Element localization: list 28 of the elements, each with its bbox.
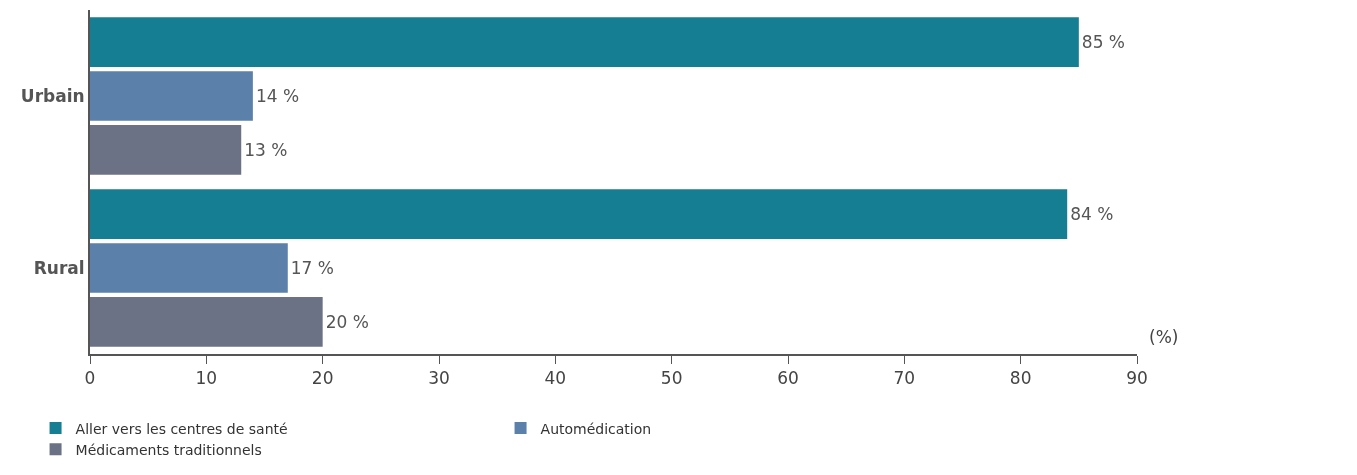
x-tick-label: 0 xyxy=(84,368,96,389)
bar xyxy=(90,243,288,293)
x-tick-label: 70 xyxy=(893,368,916,389)
data-label: 13 % xyxy=(244,139,288,160)
legend-label: Automédication xyxy=(540,420,652,437)
bar xyxy=(90,71,253,121)
data-label: 85 % xyxy=(1081,32,1126,53)
x-tick-label: 50 xyxy=(660,368,683,389)
y-tick-label: Urbain xyxy=(20,85,85,106)
x-tick-label: 80 xyxy=(1009,368,1032,389)
bar xyxy=(90,17,1079,67)
data-label: 84 % xyxy=(1070,204,1114,225)
data-label: 14 % xyxy=(255,86,300,106)
data-label: 17 % xyxy=(290,258,334,278)
bar xyxy=(90,297,323,347)
x-tick-label: 20 xyxy=(311,368,334,389)
x-tick-label: 10 xyxy=(195,368,218,389)
x-tick-label: 30 xyxy=(428,368,450,389)
bar xyxy=(90,189,1068,239)
bar xyxy=(90,125,242,175)
legend-label: Aller vers les centres de santé xyxy=(75,420,288,437)
legend-label: Médicaments traditionnels xyxy=(75,441,262,458)
x-tick-label: 40 xyxy=(544,368,567,389)
x-tick-label: 60 xyxy=(777,368,799,389)
x-tick-label: 90 xyxy=(1126,368,1148,389)
y-tick-label: Rural xyxy=(33,257,85,278)
data-label: 20 % xyxy=(325,311,369,332)
x-axis-title: (%) xyxy=(1149,327,1179,347)
